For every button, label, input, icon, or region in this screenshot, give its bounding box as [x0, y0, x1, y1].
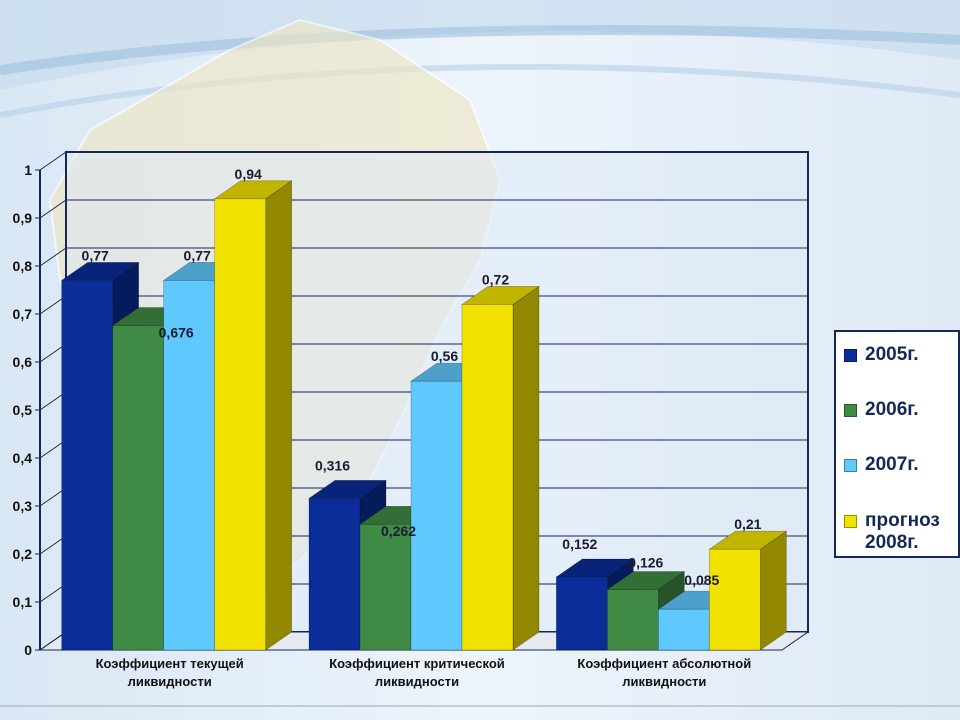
y-tick-label-10: 1 — [24, 162, 32, 178]
category-label-0-line-1: ликвидности — [128, 674, 212, 689]
gridline-side-9 — [39, 199, 67, 219]
data-label-s3-c1: 0,72 — [482, 271, 509, 287]
bar-s1-c1 — [359, 523, 412, 651]
data-label-s2-c1: 0,56 — [431, 348, 458, 364]
y-tick-label-4: 0,4 — [13, 450, 33, 466]
legend-item-forecast-2008: прогноз 2008г. — [844, 510, 940, 554]
bar-s0-c0 — [61, 280, 113, 651]
y-tick-label-0: 0 — [24, 642, 32, 658]
y-tick-label-9: 0,9 — [13, 210, 33, 226]
bar-s0-c2 — [556, 576, 608, 651]
legend-label-2007: 2007г. — [865, 454, 919, 475]
data-label-s3-c2: 0,21 — [734, 516, 761, 532]
legend-item-2005: 2005г. — [844, 344, 919, 366]
legend-swatch-2007 — [844, 459, 857, 472]
legend-label-2006: 2006г. — [865, 399, 919, 420]
data-label-s0-c1: 0,316 — [315, 457, 350, 473]
legend-swatch-2006 — [844, 404, 857, 417]
data-label-s0-c2: 0,152 — [562, 536, 597, 552]
bar-side-s3-c0 — [265, 180, 292, 651]
y-tick-label-1: 0,1 — [13, 594, 33, 610]
legend-item-2007: 2007г. — [844, 454, 919, 476]
bar-s0-c1 — [308, 498, 361, 651]
y-tick-label-7: 0,7 — [13, 306, 33, 322]
y-tick-label-3: 0,3 — [13, 498, 33, 514]
bar-s3-c1 — [461, 304, 514, 651]
data-label-s3-c0: 0,94 — [235, 166, 262, 182]
legend-swatch-2005 — [844, 349, 857, 362]
y-tick-label-5: 0,5 — [13, 402, 33, 418]
data-label-s0-c0: 0,77 — [82, 247, 109, 263]
bar-s3-c2 — [709, 548, 761, 651]
y-tick-label-2: 0,2 — [13, 546, 33, 562]
category-label-2-line-0: Коэффициент абсолютной — [577, 656, 751, 671]
bar-s2-c0 — [163, 280, 215, 651]
bar-side-s3-c2 — [760, 530, 787, 651]
category-label-1-line-0: Коэффициент критической — [329, 656, 505, 671]
legend-swatch-forecast-2008 — [844, 515, 857, 528]
bar-side-s3-c1 — [512, 285, 540, 651]
data-label-s2-c0: 0,77 — [184, 247, 211, 263]
bar-s1-c2 — [607, 589, 659, 651]
data-label-s1-c1: 0,262 — [381, 523, 416, 539]
legend-item-2006: 2006г. — [844, 399, 919, 421]
bar-s3-c0 — [214, 198, 266, 651]
gridline-side-8 — [39, 247, 67, 267]
data-label-s2-c2: 0,085 — [684, 572, 719, 588]
legend-label-forecast-2008: прогноз 2008г. — [865, 510, 940, 553]
bar-s2-c1 — [410, 380, 463, 651]
category-label-2-line-1: ликвидности — [622, 674, 706, 689]
category-label-0-line-0: Коэффициент текущей — [96, 656, 244, 671]
y-tick-label-6: 0,6 — [13, 354, 33, 370]
legend-label-2005: 2005г. — [865, 344, 919, 365]
data-label-s1-c2: 0,126 — [628, 555, 663, 571]
gridline-side-10 — [39, 151, 67, 171]
y-tick-label-8: 0,8 — [13, 258, 33, 274]
bar-s2-c2 — [658, 608, 710, 651]
category-label-1-line-1: ликвидности — [375, 674, 459, 689]
data-label-s1-c0: 0,676 — [159, 325, 194, 341]
bar-s1-c0 — [112, 325, 164, 651]
chart-legend: 2005г. 2006г. 2007г. прогноз 2008г. — [834, 330, 960, 558]
